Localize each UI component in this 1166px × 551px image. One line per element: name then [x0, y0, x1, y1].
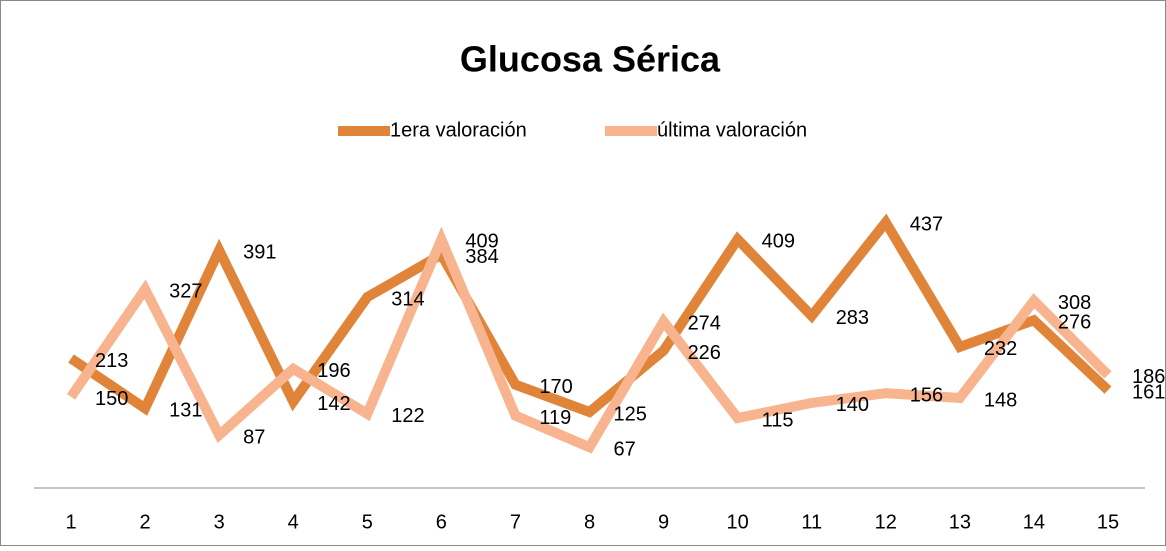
- data-label: 384: [465, 246, 498, 268]
- data-label: 122: [391, 405, 424, 427]
- data-label: 125: [614, 403, 647, 425]
- data-label: 161: [1132, 381, 1165, 403]
- data-label: 142: [317, 393, 350, 415]
- series-line: [68, 213, 1112, 418]
- data-label: 327: [169, 280, 202, 302]
- x-tick-label: 6: [436, 511, 447, 533]
- data-label: 170: [539, 376, 572, 398]
- chart-title: Glucosa Sérica: [460, 39, 721, 80]
- data-label: 131: [169, 400, 202, 422]
- data-label: 148: [984, 389, 1017, 411]
- legend-label: 1era valoración: [390, 119, 527, 141]
- data-label: 308: [1058, 292, 1091, 314]
- series-line: [66, 226, 1112, 454]
- x-tick-label: 14: [1023, 511, 1045, 533]
- x-tick-label: 5: [362, 511, 373, 533]
- x-tick-label: 2: [140, 511, 151, 533]
- data-label: 226: [688, 342, 721, 364]
- data-label: 67: [614, 439, 636, 461]
- legend-label: última valoración: [657, 119, 807, 141]
- x-tick-label: 8: [584, 511, 595, 533]
- x-tick-label: 10: [727, 511, 749, 533]
- data-label: 283: [836, 307, 869, 329]
- x-tick-label: 3: [214, 511, 225, 533]
- x-tick-label: 12: [875, 511, 897, 533]
- data-label: 232: [984, 338, 1017, 360]
- data-label: 87: [243, 426, 265, 448]
- data-label: 409: [465, 231, 498, 253]
- data-label: 409: [762, 231, 795, 253]
- data-label: 314: [391, 288, 424, 310]
- data-label: 274: [688, 313, 721, 335]
- x-tick-label: 1: [65, 511, 76, 533]
- data-label: 186: [1132, 366, 1165, 388]
- data-label: 391: [243, 242, 276, 264]
- data-label: 115: [762, 409, 794, 431]
- x-tick-label: 15: [1097, 511, 1119, 533]
- x-tick-label: 13: [949, 511, 971, 533]
- x-tick-label: 4: [288, 511, 299, 533]
- x-tick-label: 11: [801, 511, 822, 533]
- data-label: 213: [95, 350, 128, 372]
- data-label: 140: [836, 394, 869, 416]
- data-label: 437: [910, 214, 943, 236]
- data-label: 150: [95, 388, 128, 410]
- x-tick-label: 9: [658, 511, 669, 533]
- x-tick-label: 7: [510, 511, 521, 533]
- data-label: 156: [910, 384, 943, 406]
- data-label: 196: [317, 360, 350, 382]
- data-label: 276: [1058, 311, 1091, 333]
- data-label: 119: [539, 407, 571, 429]
